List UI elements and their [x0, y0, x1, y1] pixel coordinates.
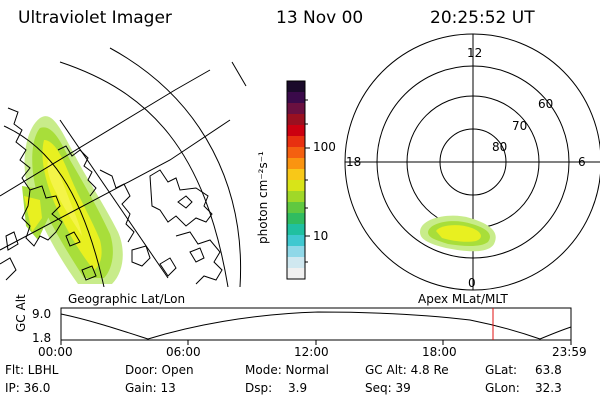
- timeline-ytick-1.8: 1.8: [32, 331, 52, 345]
- colorbar-segment: [287, 114, 305, 126]
- geographic-caption: Geographic Lat/Lon: [68, 292, 186, 306]
- date-label: 13 Nov 00: [276, 8, 364, 28]
- colorbar-segment: [287, 180, 305, 192]
- colorbar-segment: [287, 257, 305, 269]
- instrument-title: Ultraviolet Imager: [18, 8, 172, 28]
- timeline-xtick-0600: 06:00: [166, 345, 201, 359]
- colorbar-tick-10: 10: [313, 229, 329, 243]
- info-door: Door: Open: [125, 363, 194, 377]
- colorbar-segment: [287, 202, 305, 214]
- info-mode: Mode: Normal: [245, 363, 329, 377]
- colorbar-segment: [287, 125, 305, 137]
- mlat-label-60: 60: [538, 97, 554, 111]
- mlt-label-6: 6: [578, 155, 586, 169]
- mlat-label-70: 70: [512, 119, 528, 133]
- colorbar-segment: [287, 92, 305, 104]
- colorbar-segment: [287, 158, 305, 170]
- colorbar-segment: [287, 103, 305, 115]
- info-gain: Gain: 13: [125, 381, 176, 395]
- colorbar-segment: [287, 169, 305, 181]
- colorbar-segment: [287, 268, 305, 280]
- timeline-ytick-9: 9.0: [32, 307, 52, 321]
- mlt-label-0: 0: [468, 276, 476, 290]
- colorbar-segment: [287, 246, 305, 258]
- info-dsp-label: Dsp:: [245, 381, 273, 395]
- mlat-label-80: 80: [492, 140, 508, 154]
- mlt-label-18: 18: [346, 155, 362, 169]
- timeline-xtick-1200: 12:00: [294, 345, 329, 359]
- colorbar-segment: [287, 224, 305, 236]
- colorbar-segment: [287, 81, 305, 93]
- colorbar-segment: [287, 147, 305, 159]
- timeline-xtick-2359: 23:59: [552, 345, 587, 359]
- timeline-xtick-1800: 18:00: [422, 345, 457, 359]
- info-glon: 32.3: [535, 381, 562, 395]
- colorbar-tick-100: 100: [313, 140, 336, 154]
- info-glat-label: GLat:: [485, 363, 518, 377]
- apex-caption: Apex MLat/MLT: [418, 292, 508, 306]
- info-dsp: 3.9: [288, 381, 308, 395]
- info-glon-label: GLon:: [485, 381, 520, 395]
- colorbar-segment: [287, 213, 305, 225]
- colorbar-segment: [287, 191, 305, 203]
- info-gcalt: GC Alt: 4.8 Re: [365, 363, 449, 377]
- mlt-label-12: 12: [467, 46, 483, 60]
- colorbar-segment: [287, 235, 305, 247]
- timeline-xtick-0000: 00:00: [38, 345, 73, 359]
- info-glat: 63.8: [535, 363, 562, 377]
- time-label: 20:25:52 UT: [430, 8, 535, 28]
- info-seq: Seq: 39: [365, 381, 411, 395]
- colorbar-gradient: [287, 81, 305, 280]
- timeline-ylabel: GC Alt: [14, 294, 28, 332]
- info-flt: Flt: LBHL: [5, 363, 59, 377]
- info-ip: IP: 36.0: [5, 381, 51, 395]
- colorbar-segment: [287, 136, 305, 148]
